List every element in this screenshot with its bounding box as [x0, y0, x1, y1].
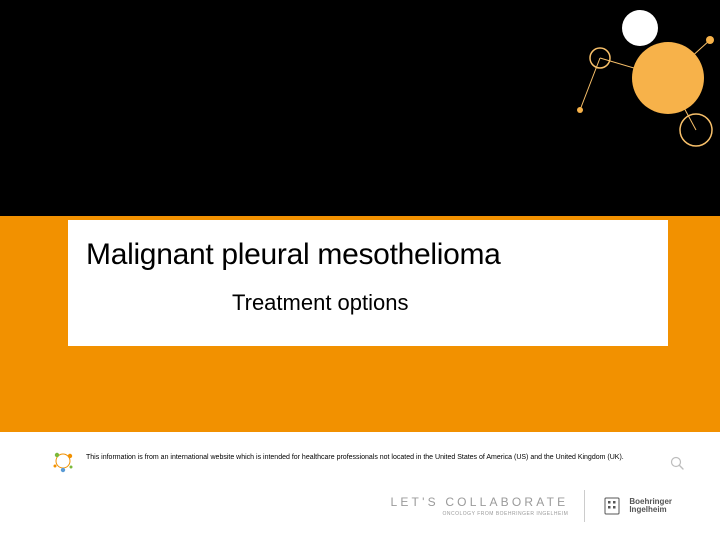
disclaimer-text: This information is from an internationa… [86, 453, 636, 462]
collab-sub-text: ONCOLOGY FROM BOEHRINGER INGELHEIM [443, 511, 569, 517]
company-logo: Boehringer Ingelheim [601, 495, 672, 517]
search-icon [670, 456, 684, 470]
collab-main-text: LET'S COLLABORATE [390, 495, 568, 509]
footer: LET'S COLLABORATE ONCOLOGY FROM BOEHRING… [390, 490, 672, 522]
black-bar [0, 0, 720, 216]
slide-title: Malignant pleural mesothelioma [86, 238, 650, 272]
collab-logo-icon [50, 448, 76, 474]
company-line2: Ingelheim [629, 506, 672, 514]
title-box: Malignant pleural mesothelioma Treatment… [68, 220, 668, 346]
lets-collaborate-lockup: LET'S COLLABORATE ONCOLOGY FROM BOEHRING… [390, 495, 568, 517]
company-logo-icon [601, 495, 623, 517]
header-band: Malignant pleural mesothelioma Treatment… [0, 0, 720, 432]
slide-subtitle: Treatment options [232, 290, 650, 316]
company-name: Boehringer Ingelheim [629, 498, 672, 514]
footer-divider [584, 490, 585, 522]
